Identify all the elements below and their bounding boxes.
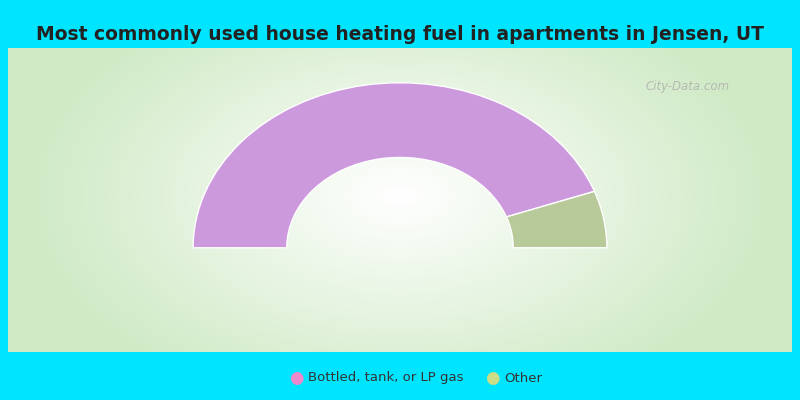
Text: Bottled, tank, or LP gas: Bottled, tank, or LP gas <box>308 372 463 384</box>
Text: Other: Other <box>504 372 542 384</box>
Wedge shape <box>193 83 594 248</box>
Text: ●: ● <box>485 369 499 387</box>
Wedge shape <box>506 191 607 248</box>
Text: ●: ● <box>289 369 303 387</box>
Text: Most commonly used house heating fuel in apartments in Jensen, UT: Most commonly used house heating fuel in… <box>36 24 764 44</box>
Text: City-Data.com: City-Data.com <box>646 80 730 93</box>
